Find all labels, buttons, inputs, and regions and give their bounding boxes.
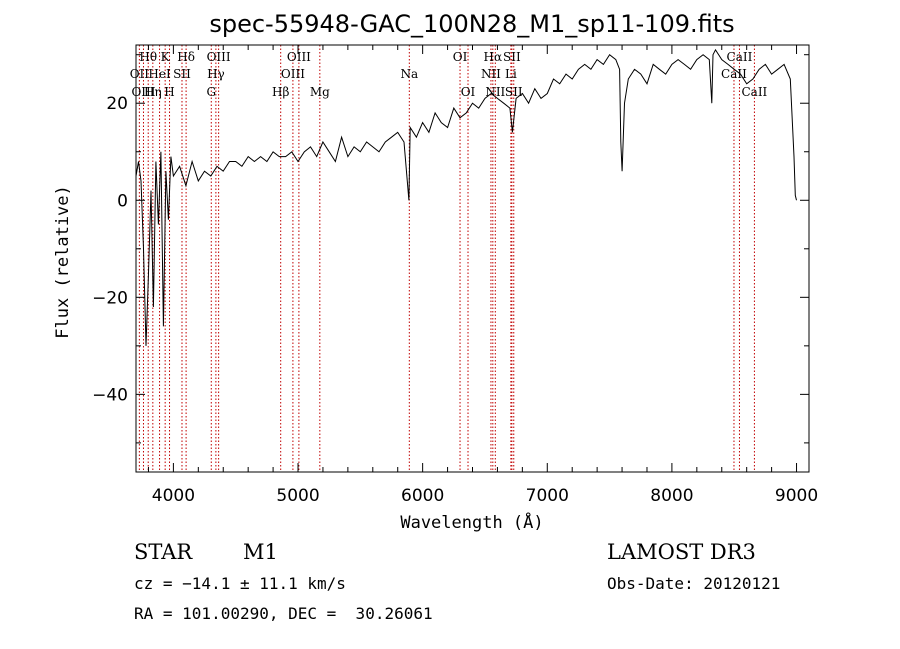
spectral-line-markers	[138, 45, 755, 472]
y-tick-label-0: −40	[92, 385, 128, 405]
line-label-18: OI	[461, 85, 476, 99]
y-axis-label: Flux (relative)	[53, 185, 73, 339]
axis-ticks: 4000 5000 6000 7000 8000 9000 −40 −20 0 20	[92, 45, 818, 506]
x-tick-label-7000: 7000	[526, 486, 569, 506]
line-label-17: OI	[453, 50, 468, 64]
chart-title: spec-55948-GAC_100N28_M1_sp11-109.fits	[209, 10, 734, 38]
line-label-10: Hγ	[207, 67, 225, 81]
x-tick-label-6000: 6000	[401, 486, 444, 506]
spectrum-line	[135, 48, 797, 346]
object-class: STAR	[134, 540, 193, 564]
line-label-14: OIII	[281, 67, 305, 81]
y-tick-label-1: −20	[92, 288, 128, 308]
line-label-0: Hθ	[139, 50, 157, 64]
line-label-27: CaII	[741, 85, 767, 99]
line-label-26: CaII	[721, 67, 747, 81]
coordinates: RA = 101.00290, DEC = 30.26061	[134, 604, 433, 623]
line-label-20: SII	[503, 50, 521, 64]
x-tick-label-8000: 8000	[650, 486, 693, 506]
line-label-24: SII	[505, 85, 523, 99]
survey-name: LAMOST DR3	[607, 540, 756, 564]
plot-frame	[135, 44, 810, 473]
line-label-16: Na	[400, 67, 418, 81]
object-subclass: M1	[243, 540, 278, 564]
x-axis-label: Wavelength (Å)	[400, 511, 543, 533]
line-label-11: G	[206, 85, 216, 99]
line-label-3: Hη	[144, 85, 162, 99]
line-label-13: OIII	[287, 50, 311, 64]
line-label-15: Mg	[310, 85, 330, 99]
line-label-21: NII	[481, 67, 501, 81]
line-label-12: Hβ	[272, 85, 289, 99]
line-label-8: Hδ	[177, 50, 195, 64]
redshift-velocity: cz = −14.1 ± 11.1 km/s	[134, 574, 346, 593]
line-label-7: H	[164, 85, 174, 99]
line-label-9: OIII	[207, 50, 231, 64]
observation-date: Obs-Date: 20120121	[607, 574, 781, 593]
line-label-6: SII	[173, 67, 191, 81]
line-label-2: OIII	[131, 85, 155, 99]
line-label-25: CaII	[727, 50, 753, 64]
y-tick-label-3: 20	[106, 94, 128, 114]
spectrum-chart: spec-55948-GAC_100N28_M1_sp11-109.fits H…	[53, 10, 818, 533]
y-tick-label-2: 0	[117, 191, 128, 211]
x-tick-label-5000: 5000	[276, 486, 319, 506]
line-label-4: HeI	[148, 67, 171, 81]
line-label-1: OII	[130, 67, 150, 81]
line-label-5: K	[161, 50, 171, 64]
line-label-22: Li	[505, 67, 517, 81]
line-label-23: NII	[485, 85, 505, 99]
x-tick-label-4000: 4000	[152, 486, 195, 506]
x-tick-label-9000: 9000	[775, 486, 818, 506]
line-label-19: Hα	[484, 50, 503, 64]
